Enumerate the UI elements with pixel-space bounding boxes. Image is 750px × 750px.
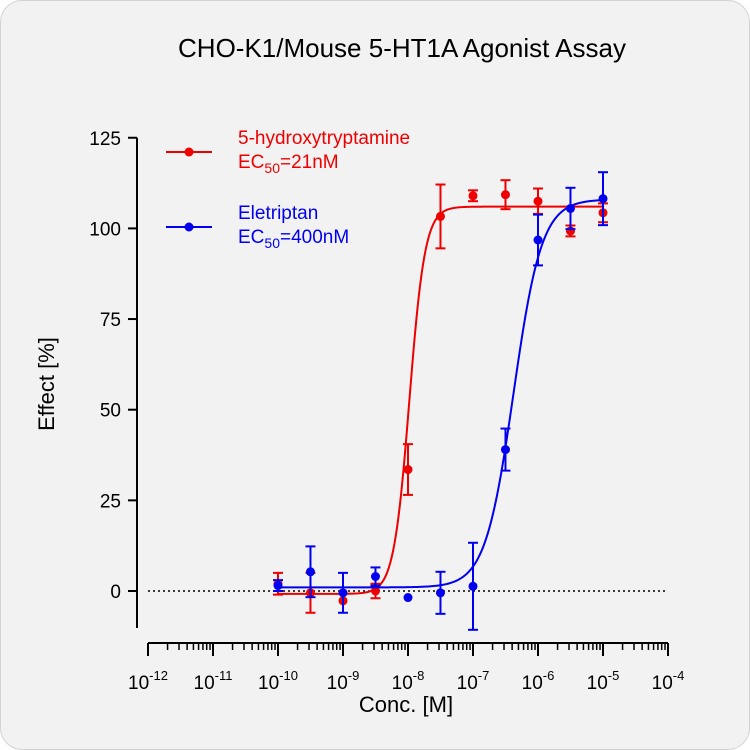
data-point: [273, 581, 283, 591]
x-tick-label: 10-4: [652, 668, 685, 694]
y-tick-label: 0: [110, 582, 121, 603]
data-point: [533, 196, 543, 206]
legend-item-2: Eletriptan EC50=400nM: [166, 203, 349, 251]
data-point: [533, 235, 543, 245]
legend: 5-hydroxytryptamine EC50=21nM Eletriptan EC…: [166, 128, 410, 251]
plot-area: [273, 171, 608, 631]
data-point: [468, 191, 478, 201]
fit-curve: [278, 205, 603, 595]
y-tick-label: 50: [100, 401, 121, 422]
data-point: [468, 581, 478, 591]
x-tick-label: 10-7: [457, 668, 490, 694]
x-tick-label: 10-9: [327, 668, 360, 694]
fit-curve: [278, 199, 604, 589]
data-point: [403, 465, 413, 475]
series-2: [273, 171, 608, 631]
legend-item-1: 5-hydroxytryptamine EC50=21nM: [166, 128, 410, 176]
legend-series-name: 5-hydroxytryptamine: [238, 128, 410, 149]
data-point: [598, 194, 608, 204]
data-point: [500, 190, 510, 200]
legend-series-name: Eletriptan: [238, 203, 318, 224]
data-point: [370, 571, 380, 581]
y-axis: 0 25 50 75 100 125: [89, 129, 138, 628]
x-axis: 10-12 10-11 10-10 10-9 10-8 10-7 10-6 10-5 10-4: [128, 642, 685, 694]
data-point: [338, 588, 348, 598]
x-tick-label: 10-8: [392, 668, 425, 694]
chart-title: CHO-K1/Mouse 5-HT1A Agonist Assay: [178, 33, 626, 63]
y-tick-label: 100: [89, 219, 121, 240]
y-tick-label: 75: [100, 310, 121, 331]
x-tick-label: 10-5: [587, 668, 620, 694]
y-tick-label: 25: [100, 491, 121, 512]
data-point: [435, 588, 445, 598]
data-point: [403, 593, 413, 603]
y-axis-label: Effect [%]: [34, 337, 59, 431]
x-tick-label: 10-11: [194, 668, 233, 694]
legend-marker: [184, 147, 194, 157]
x-axis-label: Conc. [M]: [359, 692, 453, 717]
data-point: [305, 567, 315, 577]
legend-ec50: EC50=400nM: [238, 227, 349, 251]
legend-ec50: EC50=21nM: [238, 152, 339, 176]
data-point: [500, 445, 510, 455]
x-tick-label: 10-10: [258, 668, 298, 694]
x-tick-label: 10-6: [522, 668, 555, 694]
data-point: [435, 211, 445, 221]
legend-marker: [184, 222, 194, 232]
x-tick-label: 10-12: [128, 668, 168, 694]
data-point: [370, 586, 380, 596]
data-point: [565, 203, 575, 213]
y-tick-label: 125: [89, 129, 121, 150]
